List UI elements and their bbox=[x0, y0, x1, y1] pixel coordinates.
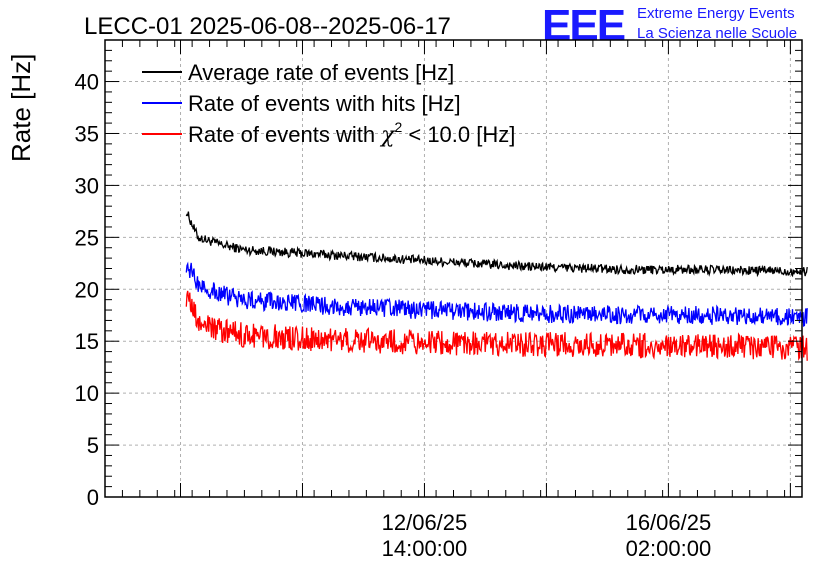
chart-title: LECC-01 2025-06-08--2025-06-17 bbox=[84, 13, 451, 40]
legend-label-1: Average rate of events [Hz] bbox=[188, 60, 454, 85]
series-line-1 bbox=[185, 211, 808, 278]
x-tick-label-date: 12/06/25 bbox=[382, 510, 468, 535]
y-tick-label: 30 bbox=[75, 173, 99, 198]
eee-logo-mark: EEE bbox=[542, 1, 625, 50]
y-tick-label: 35 bbox=[75, 121, 99, 146]
y-tick-label: 5 bbox=[87, 433, 99, 458]
eee-logo-line2: La Scienza nelle Scuole bbox=[637, 25, 797, 42]
series-lines bbox=[185, 211, 808, 362]
legend-label-2: Rate of events with hits [Hz] bbox=[188, 91, 461, 116]
y-tick-label: 15 bbox=[75, 329, 99, 354]
legend-label-3: Rate of events with χ2 < 10.0 [Hz] bbox=[188, 119, 515, 148]
y-tick-label: 10 bbox=[75, 381, 99, 406]
y-tick-label: 20 bbox=[75, 277, 99, 302]
legend: Average rate of events [Hz] Rate of event… bbox=[142, 60, 515, 148]
eee-logo-line1: Extreme Energy Events bbox=[637, 5, 795, 22]
plot-frame bbox=[104, 39, 803, 498]
series-line-2 bbox=[185, 261, 808, 327]
x-tick-label-date: 16/06/25 bbox=[626, 510, 712, 535]
legend-label-text: Average rate of events [Hz] bbox=[188, 60, 454, 85]
legend-label-tail: < 10.0 [Hz] bbox=[402, 122, 515, 147]
eee-logo: EEE Extreme Energy Events La Scienza nel… bbox=[542, 1, 797, 50]
legend-label-chi: χ bbox=[379, 123, 396, 148]
legend-label-text: Rate of events with bbox=[188, 122, 375, 147]
y-tick-label: 40 bbox=[75, 70, 99, 95]
y-tick-label: 0 bbox=[87, 485, 99, 510]
x-tick-label-time: 02:00:00 bbox=[626, 536, 712, 561]
x-tick-label-time: 14:00:00 bbox=[382, 536, 468, 561]
legend-label-text: Rate of events with hits [Hz] bbox=[188, 91, 461, 116]
series-line-3 bbox=[185, 290, 808, 362]
y-tick-label: 25 bbox=[75, 225, 99, 250]
y-axis-title: Rate [Hz] bbox=[6, 54, 36, 162]
legend-label-sup: 2 bbox=[394, 119, 402, 135]
